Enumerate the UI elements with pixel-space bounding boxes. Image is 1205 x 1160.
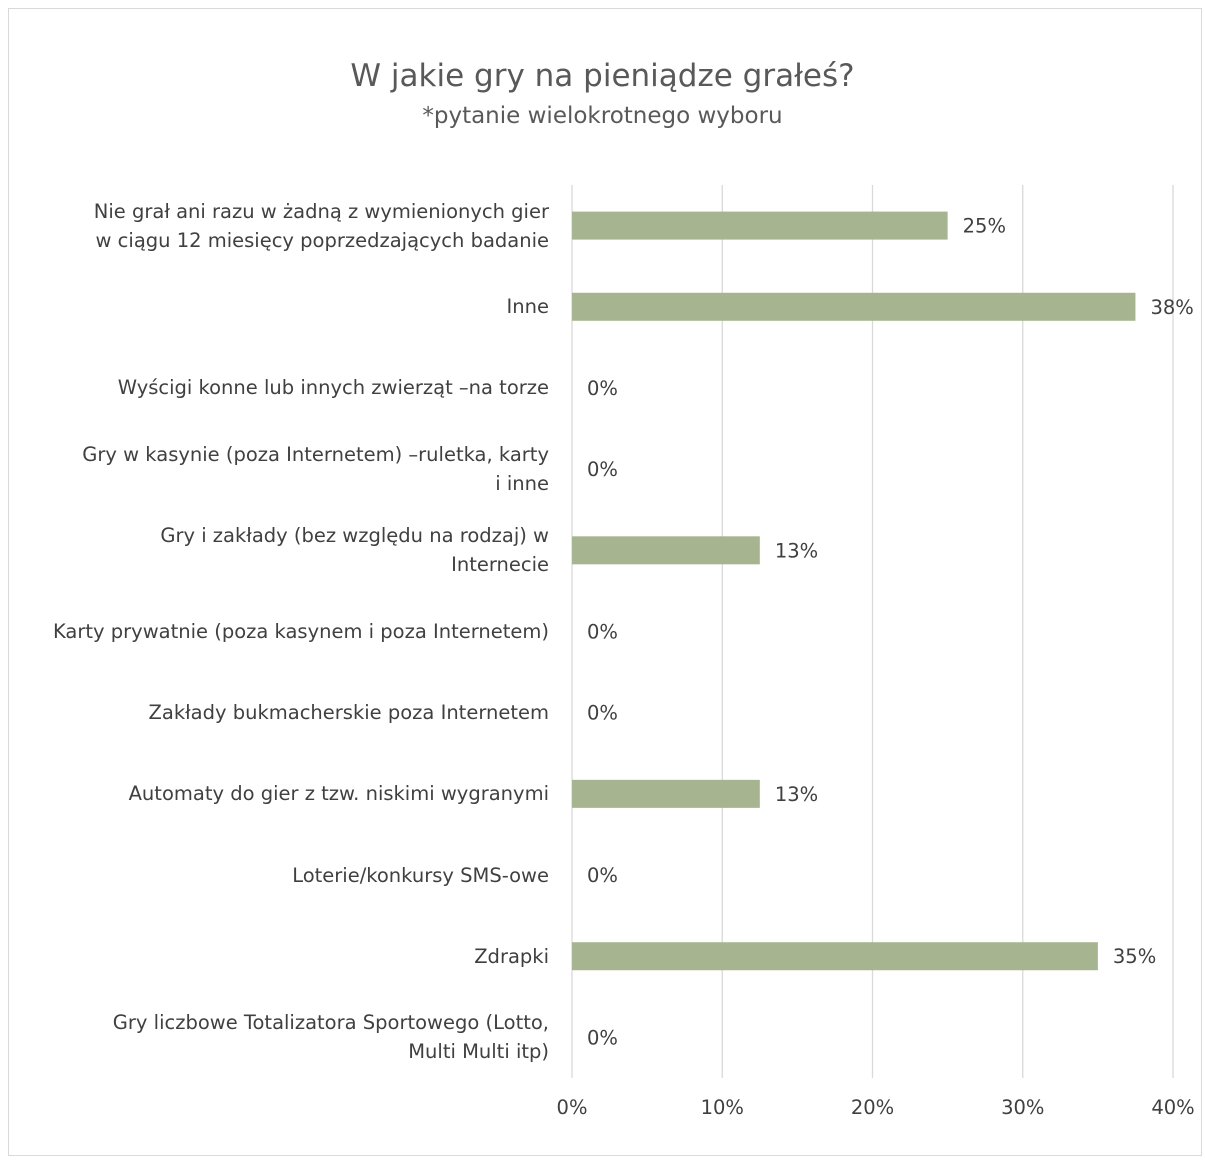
category-label-line: w ciągu 12 miesięcy poprzedzających bada… <box>95 228 549 252</box>
data-label: 0% <box>587 702 618 725</box>
category-label: Gry i zakłady (bez względu na rodzaj) w I… <box>29 521 549 579</box>
bar <box>572 942 1098 971</box>
category-label-line: Internecie <box>451 553 549 577</box>
data-label: 38% <box>1150 296 1193 319</box>
x-tick-label: 30% <box>1001 1096 1044 1119</box>
category-label-line: Loterie/konkursy SMS-owe <box>292 863 549 887</box>
chart-subtitle: *pytanie wielokrotnego wyboru <box>422 103 783 129</box>
bar <box>572 292 1136 321</box>
category-label-line: Gry w kasynie (poza Internetem) –ruletka… <box>82 443 549 467</box>
category-label-line: Gry liczbowe Totalizatora Sportowego (Lo… <box>112 1011 549 1035</box>
data-label: 0% <box>587 621 618 644</box>
bar <box>572 211 948 240</box>
category-label: Gry w kasynie (poza Internetem) –ruletka… <box>29 440 549 498</box>
category-label-line: Zdrapki <box>474 944 549 968</box>
category-label-line: Nie grał ani razu w żadną z wymienionych… <box>93 199 549 223</box>
category-label: Wyścigi konne lub innych zwierząt –na to… <box>29 373 549 402</box>
category-label-line: Zakłady bukmacherskie poza Internetem <box>148 701 549 725</box>
category-label: Zakłady bukmacherskie poza Internetem <box>29 698 549 727</box>
category-label-line: Automaty do gier z tzw. niskimi wygranym… <box>128 782 549 806</box>
category-label: Gry liczbowe Totalizatora Sportowego (Lo… <box>29 1008 549 1066</box>
category-label: Karty prywatnie (poza kasynem i poza Int… <box>29 617 549 646</box>
category-label-line: Gry i zakłady (bez względu na rodzaj) w <box>160 524 549 548</box>
x-tick-label: 40% <box>1151 1096 1194 1119</box>
category-label: Nie grał ani razu w żadną z wymienionych… <box>29 197 549 255</box>
data-label: 0% <box>587 458 618 481</box>
category-label-line: Inne <box>506 295 549 319</box>
data-label: 13% <box>775 783 818 806</box>
data-label: 0% <box>587 864 618 887</box>
x-tick-label: 20% <box>851 1096 894 1119</box>
x-tick-label: 0% <box>557 1096 588 1119</box>
data-label: 0% <box>587 377 618 400</box>
category-label: Loterie/konkursy SMS-owe <box>29 861 549 890</box>
data-label: 0% <box>587 1026 618 1049</box>
data-label: 25% <box>963 215 1006 238</box>
x-tick-label: 10% <box>701 1096 744 1119</box>
category-label: Zdrapki <box>29 942 549 971</box>
category-label-line: i inne <box>495 472 549 496</box>
bar <box>572 779 760 808</box>
data-label: 35% <box>1113 945 1156 968</box>
category-label-line: Karty prywatnie (poza kasynem i poza Int… <box>52 620 549 643</box>
chart-title: W jakie gry na pieniądze grałeś? <box>350 58 855 94</box>
category-label: Inne <box>29 292 549 321</box>
bar <box>572 536 760 565</box>
category-label: Automaty do gier z tzw. niskimi wygranym… <box>29 779 549 808</box>
category-label-line: Wyścigi konne lub innych zwierząt –na to… <box>117 376 549 400</box>
data-label: 13% <box>775 539 818 562</box>
category-label-line: Multi Multi itp) <box>408 1040 549 1064</box>
